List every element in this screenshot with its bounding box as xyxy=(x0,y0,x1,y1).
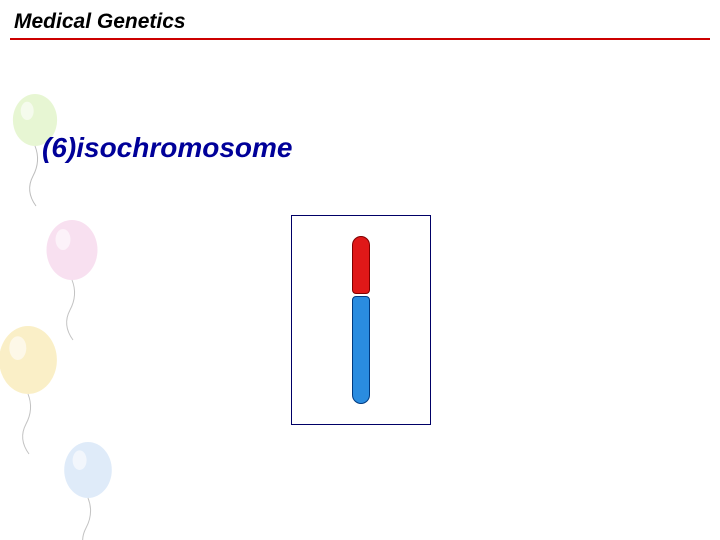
header-divider xyxy=(10,38,710,40)
section-subtitle: (6)isochromosome xyxy=(42,132,293,164)
background-balloons xyxy=(0,0,120,540)
chromosome-p-arm xyxy=(352,236,370,294)
page-header-title: Medical Genetics xyxy=(14,10,192,34)
chromosome xyxy=(352,236,370,404)
chromosome-diagram-box xyxy=(291,215,431,425)
chromosome-q-arm xyxy=(352,296,370,404)
